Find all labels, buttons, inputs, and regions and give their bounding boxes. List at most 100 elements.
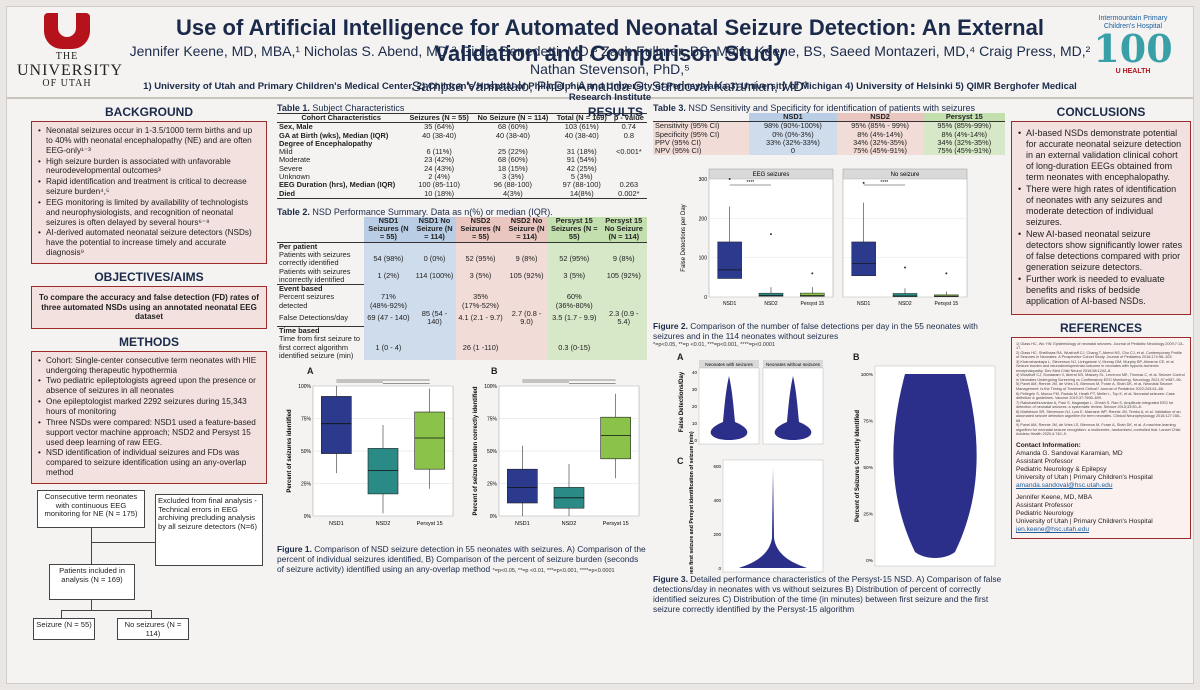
methods-list: Cohort: Single-center consecutive term n… bbox=[38, 356, 260, 478]
table1-cell: 4(3%) bbox=[503, 188, 523, 198]
contact-person-1: Amanda G. Sandoval Karamian, MD Assistant… bbox=[1016, 450, 1186, 482]
table3-body: Sensitivity (95% CI) 98% (90%-100%) 95% (8… bbox=[653, 122, 1005, 156]
table2-cell bbox=[363, 284, 414, 294]
table2-body: Per patient Patients with seizures correc… bbox=[277, 241, 647, 361]
y-tick-label: 0 bbox=[694, 438, 697, 443]
table2-cell bbox=[547, 284, 601, 294]
table3-cell: 33% (32%-33%) bbox=[749, 138, 837, 148]
contact-line: Pediatric Neurology & Epilepsy bbox=[1016, 465, 1107, 473]
x-tick-label: NSD1 bbox=[515, 521, 530, 527]
table1-cell: <0.001* bbox=[616, 147, 642, 157]
table1-cell: 40 (38-40) bbox=[564, 130, 599, 140]
references-heading: REFERENCES bbox=[1059, 320, 1142, 335]
university-of-utah-logo: THE UNIVERSITY OF UTAH bbox=[17, 13, 122, 93]
y-axis-label: Percent of seizure burden correctly iden… bbox=[473, 386, 479, 515]
table2-cell: 1 (2%) bbox=[363, 267, 414, 285]
references-box: 1) Glass HC, Wu YW. Epidemiology of neon… bbox=[1011, 336, 1191, 539]
table1-cell: 100 (85-110) bbox=[418, 180, 461, 190]
intermountain-logo: Intermountain Primary Children's Hospita… bbox=[1083, 15, 1183, 75]
table2-cell bbox=[600, 326, 647, 336]
table3-cell: 0% (0%-3%) bbox=[749, 130, 837, 139]
figure3-panel-b-label: B bbox=[853, 351, 860, 362]
table-row: Moderate 23 (42%) 68 (60%) 91 (54%) bbox=[277, 156, 647, 165]
box-persyst-15 bbox=[414, 411, 445, 470]
table2-cell bbox=[413, 284, 456, 294]
figure1-panel-b-label: B bbox=[491, 366, 498, 377]
table-row: Unknown 2 (4%) 3 (3%) 5 (3%) bbox=[277, 171, 647, 181]
table2-header-cell: NSD2 Seizures (N = 55) bbox=[455, 216, 506, 243]
table1-header-cell: p - value bbox=[610, 112, 647, 124]
table2-cell: 4.1 (2.1 - 9.7) bbox=[455, 309, 506, 327]
authors-line-1: Jennifer Keene, MD, MBA,¹ Nicholas S. Ab… bbox=[129, 43, 1091, 77]
flow-included: Patients included in analysis (N = 169) bbox=[49, 563, 135, 600]
table3-cell: 34% (32%-35%) bbox=[923, 138, 1005, 148]
reference-item: 4) Wusthoff CJ, Sundaram V, Abend NS, Ma… bbox=[1016, 373, 1185, 382]
methods-item: One epileptologist marked 2292 seizures … bbox=[38, 397, 260, 417]
table-row: PPV (95% CI) 33% (32%-33%) 34% (32%-35%) 34… bbox=[653, 138, 1005, 148]
table-row: Degree of Encephalopathy bbox=[277, 139, 647, 148]
background-heading: BACKGROUND bbox=[105, 105, 193, 119]
x-tick-label: NSD2 bbox=[376, 521, 391, 527]
conclusion-item: There were high rates of identification … bbox=[1018, 184, 1184, 228]
table2-cell: 1 (0 - 4) bbox=[363, 335, 414, 361]
outlier-point bbox=[945, 272, 948, 275]
table3-cell: 34% (32%-35%) bbox=[836, 138, 924, 148]
table2-cell bbox=[455, 284, 506, 294]
contact-email-2[interactable]: jen.keene@hsc.utah.edu bbox=[1016, 526, 1090, 534]
conclusions-box: AI-based NSDs demonstrate potential for … bbox=[1011, 121, 1191, 315]
significance-label: **** bbox=[746, 180, 754, 186]
contact-email-1[interactable]: amanda.sandoval@hsc.utah.edu bbox=[1016, 481, 1113, 489]
box-persyst-15 bbox=[600, 416, 631, 460]
y-tick-label: 400 bbox=[713, 498, 721, 503]
logo-text-1: THE bbox=[55, 51, 79, 62]
table2-cell: 71% (48%-92%) bbox=[363, 293, 414, 310]
reference-item: 5) Pavel AM, Rennie JM, de Vries LS, Ble… bbox=[1016, 382, 1173, 391]
table1-cell: 97 (88-100) bbox=[562, 180, 601, 190]
consort-flowchart: Consecutive term neonates with continuou… bbox=[31, 489, 267, 640]
table1-header-cell: Seizures (N = 55) bbox=[405, 112, 473, 124]
intermountain-text: Intermountain Primary Children's Hospita… bbox=[1098, 15, 1168, 30]
table1-cell: Severe bbox=[279, 163, 303, 173]
panel-title: Neonates without seizures bbox=[766, 362, 821, 367]
table1-cell: Unknown bbox=[279, 171, 310, 181]
table2-cell bbox=[600, 335, 647, 361]
table-row: Sex, Male 35 (64%) 68 (60%) 103 (61%) 0.74 bbox=[277, 123, 647, 132]
figure3-caption: Figure 3. Detailed performance character… bbox=[653, 574, 1005, 614]
y-tick-label: 10 bbox=[692, 421, 698, 426]
table2-cell: Percent seizures detected bbox=[279, 292, 335, 310]
methods-item: Three NSDs were compared: NSD1 used a fe… bbox=[38, 418, 260, 448]
methods-item: NSD identification of individual seizure… bbox=[38, 448, 260, 478]
panel-title: Neonates with seizures bbox=[705, 362, 753, 367]
table3-cell: Sensitivity (95% CI) bbox=[653, 122, 750, 131]
violin-shape bbox=[774, 375, 812, 440]
conclusion-item: Further work is needed to evaluate benef… bbox=[1018, 274, 1184, 307]
table-row: Time from first seizure to first correct… bbox=[277, 335, 647, 361]
table2-caption-text: NSD Performance Summary. Data as n(%) or… bbox=[312, 206, 553, 217]
y-tick-label: 25% bbox=[301, 482, 312, 488]
author-list: Jennifer Keene, MD, MBA,¹ Nicholas S. Ab… bbox=[125, 43, 1095, 96]
reference-item: 3) Kharoshankaya L, Stevenson NJ, Living… bbox=[1016, 359, 1175, 373]
figure1: A B 0% 25% 50% 75% 100% Percent of seizures i… bbox=[277, 366, 647, 544]
methods-item: Cohort: Single-center consecutive term n… bbox=[38, 356, 260, 376]
table1-cell bbox=[611, 156, 647, 164]
flow-connector bbox=[91, 541, 155, 543]
contact-line: Jennifer Keene, MD, MBA bbox=[1016, 494, 1093, 502]
table2-cell bbox=[600, 242, 647, 251]
poster: THE UNIVERSITY OF UTAH Use of Artificial… bbox=[6, 6, 1194, 684]
methods-box: Cohort: Single-center consecutive term n… bbox=[31, 350, 267, 484]
table2-nsd-performance: NSD1 Seizures (N = 55) NSD1 No Seizure (N… bbox=[277, 216, 647, 361]
methods-heading: METHODS bbox=[119, 334, 179, 349]
panel-title: No seizure bbox=[891, 172, 920, 178]
figure1-panel-a-label: A bbox=[307, 366, 314, 377]
flow-seizure: Seizure (N = 55) bbox=[33, 617, 95, 640]
figure3: A B C False Detections/Day Neonates with … bbox=[653, 352, 1005, 574]
table3-cell: 95% (85%-99%) bbox=[923, 122, 1005, 131]
table2-cell bbox=[455, 242, 506, 251]
table3-header-cell bbox=[653, 113, 750, 123]
conclusion-item: New AI-based neonatal seizure detectors … bbox=[1018, 229, 1184, 273]
references-list: 1) Glass HC, Wu YW. Epidemiology of neon… bbox=[1016, 342, 1186, 437]
table-section-row: Time based bbox=[277, 325, 647, 336]
table2-cell: False Detections/day bbox=[279, 312, 349, 322]
table2-cell bbox=[413, 326, 456, 336]
box-nsd1 bbox=[321, 396, 352, 454]
